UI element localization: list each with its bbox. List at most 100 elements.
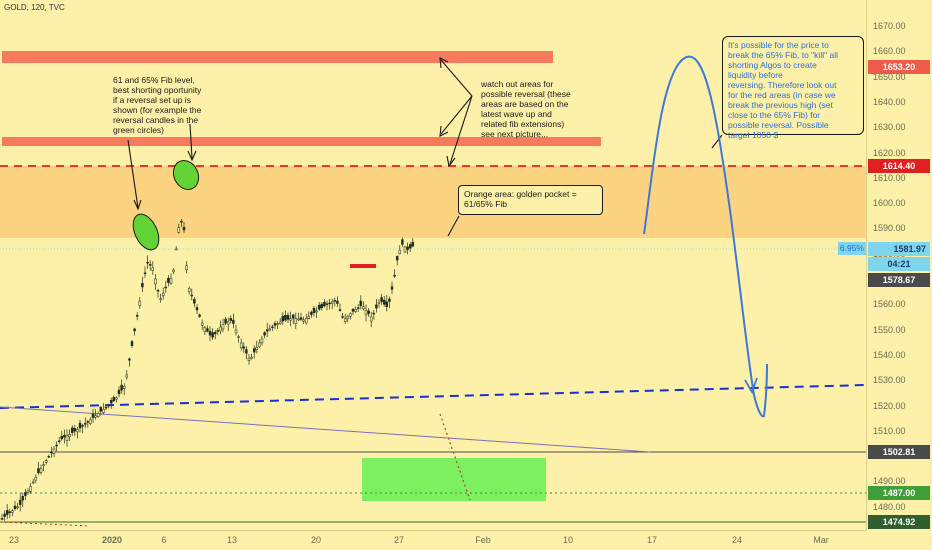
candle-body bbox=[39, 468, 43, 473]
candle-body bbox=[180, 220, 183, 223]
candle-body bbox=[55, 444, 58, 447]
time-tick-label: 6 bbox=[161, 535, 167, 545]
purple-trendline bbox=[0, 406, 651, 453]
candle-body bbox=[312, 308, 316, 313]
candle-body bbox=[213, 332, 217, 335]
candle-body bbox=[208, 331, 212, 336]
candle-body bbox=[198, 314, 201, 317]
candle-body bbox=[255, 347, 259, 351]
candle-body bbox=[294, 318, 298, 324]
reversal-scenario-note[interactable]: It's possible for the price to break the… bbox=[722, 36, 864, 140]
price-tag-1487: 1487.00 bbox=[868, 486, 930, 500]
candle-body bbox=[37, 468, 40, 474]
fib-level-note[interactable]: 61 and 65% Fib level, best shorting opor… bbox=[113, 75, 202, 135]
candle-body bbox=[57, 440, 61, 442]
candle-body bbox=[219, 326, 222, 332]
time-tick-label: Feb bbox=[475, 535, 491, 545]
price-tag-1614: 1614.40 bbox=[868, 159, 930, 173]
candle-body bbox=[11, 510, 14, 513]
candle-body bbox=[211, 332, 214, 338]
time-tick-label: 23 bbox=[8, 535, 20, 545]
price-tick-label: 1670.00 bbox=[873, 21, 906, 31]
orange-area-note[interactable]: Orange area: golden pocket = 61/65% Fib bbox=[458, 185, 603, 215]
candle-body bbox=[349, 313, 352, 317]
candle-body bbox=[395, 256, 399, 261]
symbol-title: GOLD, 120, TVC bbox=[4, 3, 65, 12]
candle-body bbox=[265, 329, 269, 332]
time-tick-label: 24 bbox=[731, 535, 743, 545]
candle-body bbox=[89, 419, 92, 424]
candle-body bbox=[346, 315, 350, 319]
price-tag-1578: 1578.67 bbox=[868, 273, 930, 287]
reversal-circle-left bbox=[132, 213, 160, 251]
price-tick-label: 1590.00 bbox=[873, 223, 906, 234]
candle-body bbox=[96, 413, 100, 417]
candle-body bbox=[112, 397, 116, 402]
price-tick-label: 1600.00 bbox=[873, 198, 906, 209]
price-tick-label: 1620.00 bbox=[873, 147, 906, 158]
reversal-circle-right bbox=[172, 159, 200, 191]
candle-body bbox=[122, 385, 126, 389]
candle-body bbox=[143, 272, 147, 275]
candle-body bbox=[333, 299, 337, 302]
candle-body bbox=[403, 246, 407, 253]
watch-areas-note[interactable]: watch out areas for possible reversal (t… bbox=[481, 79, 571, 139]
price-tag-current: 1581.97 bbox=[868, 242, 930, 256]
candle-body bbox=[289, 318, 292, 321]
candle-body bbox=[133, 328, 136, 332]
candle-body bbox=[252, 348, 256, 353]
candle-body bbox=[60, 436, 64, 440]
candle-body bbox=[29, 486, 32, 492]
candlestick-series bbox=[0, 218, 415, 521]
candle-body bbox=[172, 269, 175, 273]
candle-body bbox=[232, 319, 235, 324]
time-tick-label: 13 bbox=[226, 535, 238, 545]
price-tag-1653: 1653.20 bbox=[868, 60, 930, 74]
candle-body bbox=[76, 429, 79, 433]
candle-body bbox=[94, 415, 97, 418]
candle-body bbox=[310, 311, 313, 315]
candle-body bbox=[317, 304, 321, 310]
candle-body bbox=[109, 400, 113, 404]
candle-body bbox=[224, 318, 227, 324]
price-axis[interactable]: 1670.00 1660.00 1650.00 1640.00 1630.00 1620.… bbox=[866, 0, 932, 530]
candle-body bbox=[260, 338, 264, 344]
candle-body bbox=[206, 328, 209, 332]
candle-body bbox=[151, 267, 155, 271]
candle-body bbox=[369, 316, 373, 322]
candle-body bbox=[307, 316, 311, 319]
candle-body bbox=[271, 326, 274, 328]
candle-body bbox=[141, 282, 144, 288]
candle-body bbox=[343, 318, 347, 322]
candle-body bbox=[99, 406, 103, 412]
candle-body bbox=[297, 318, 300, 321]
candle-body bbox=[203, 327, 207, 332]
candle-body bbox=[247, 357, 251, 361]
time-axis[interactable]: 23 2020 6 13 20 27 Feb 10 17 24 Mar bbox=[0, 530, 866, 550]
time-tick-label: 17 bbox=[646, 535, 658, 545]
candle-body bbox=[73, 428, 77, 432]
candle-body bbox=[411, 241, 415, 247]
candle-body bbox=[70, 427, 74, 433]
candle-body bbox=[50, 451, 53, 454]
blue-dashed-trendline bbox=[0, 384, 866, 409]
time-tick-label: 10 bbox=[562, 535, 574, 545]
time-tick-label: Mar bbox=[813, 535, 829, 545]
candle-body bbox=[146, 261, 149, 264]
candle-body bbox=[117, 389, 121, 395]
candle-body bbox=[16, 506, 19, 509]
candle-body bbox=[237, 336, 240, 338]
candle-body bbox=[341, 316, 344, 318]
candle-body bbox=[177, 227, 181, 233]
candle-body bbox=[221, 324, 225, 330]
candle-body bbox=[273, 323, 277, 326]
candle-body bbox=[91, 413, 95, 418]
candle-body bbox=[330, 301, 334, 304]
candle-body bbox=[268, 328, 272, 331]
golden-pocket-zone bbox=[0, 166, 866, 238]
price-tick-label: 1550.00 bbox=[873, 324, 906, 335]
red-reversal-zone-lower bbox=[2, 137, 601, 146]
candle-body bbox=[81, 425, 84, 427]
chart-plot-area[interactable] bbox=[0, 0, 866, 530]
